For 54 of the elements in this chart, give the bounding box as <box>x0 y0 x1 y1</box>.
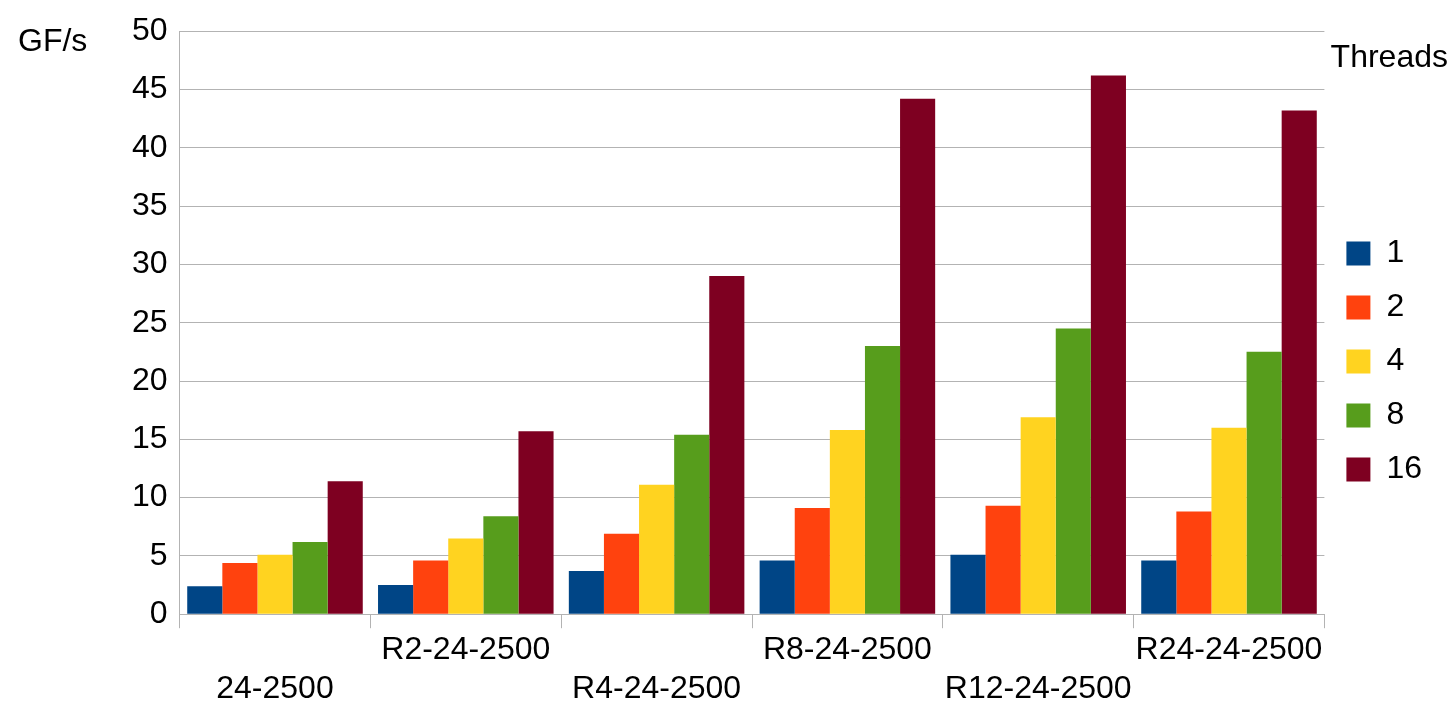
bar <box>483 516 519 614</box>
bar <box>1090 75 1126 614</box>
bar <box>709 276 745 614</box>
bar <box>759 560 795 614</box>
bar <box>639 484 675 614</box>
legend-title: Threads <box>1330 38 1448 75</box>
bar <box>1211 427 1247 614</box>
bar <box>187 586 223 614</box>
y-tick-label: 25 <box>132 302 168 339</box>
x-tick-label: R24-24-2500 <box>1135 630 1323 667</box>
x-tick-label: R2-24-2500 <box>381 630 551 667</box>
x-tick-label: R12-24-2500 <box>944 668 1132 705</box>
bar <box>864 346 901 614</box>
y-tick-label: 35 <box>132 185 168 222</box>
y-tick-label: 15 <box>132 419 168 456</box>
bar <box>1141 560 1177 614</box>
bar <box>292 541 328 614</box>
bar <box>327 481 363 614</box>
bar <box>568 571 604 614</box>
y-tick-label: 40 <box>132 127 168 164</box>
bar <box>674 434 710 614</box>
y-tick-label: 0 <box>149 594 168 631</box>
bar <box>603 533 640 614</box>
x-tick-label: 24-2500 <box>216 668 334 705</box>
legend-label: 4 <box>1386 341 1405 378</box>
y-tick-label: 50 <box>132 11 168 48</box>
legend-label: 2 <box>1386 287 1405 324</box>
legend-label: 8 <box>1386 395 1405 432</box>
bar <box>1246 351 1282 614</box>
y-tick-label: 10 <box>132 477 168 514</box>
y-tick-label: 20 <box>132 360 168 397</box>
y-tick-label: 30 <box>132 244 168 281</box>
y-tick-label: 45 <box>132 69 168 106</box>
y-tick-label: 5 <box>149 535 168 572</box>
bar <box>1176 511 1212 614</box>
bar <box>378 585 414 614</box>
bar <box>985 505 1021 614</box>
bar <box>950 554 986 614</box>
bar <box>1055 328 1091 614</box>
x-tick-label: R8-24-2500 <box>762 630 932 667</box>
bar <box>257 554 293 614</box>
bar <box>518 431 554 614</box>
legend-label: 1 <box>1386 233 1405 270</box>
bar <box>794 508 830 614</box>
bar <box>1281 110 1317 614</box>
bar <box>222 562 258 614</box>
bar <box>448 538 484 614</box>
bar <box>413 560 449 614</box>
legend-label: 16 <box>1386 449 1422 486</box>
bar <box>829 429 865 614</box>
bar <box>1020 417 1056 614</box>
x-tick-label: R4-24-2500 <box>572 668 742 705</box>
bar <box>900 98 936 614</box>
y-axis-title: GF/s <box>18 22 88 59</box>
